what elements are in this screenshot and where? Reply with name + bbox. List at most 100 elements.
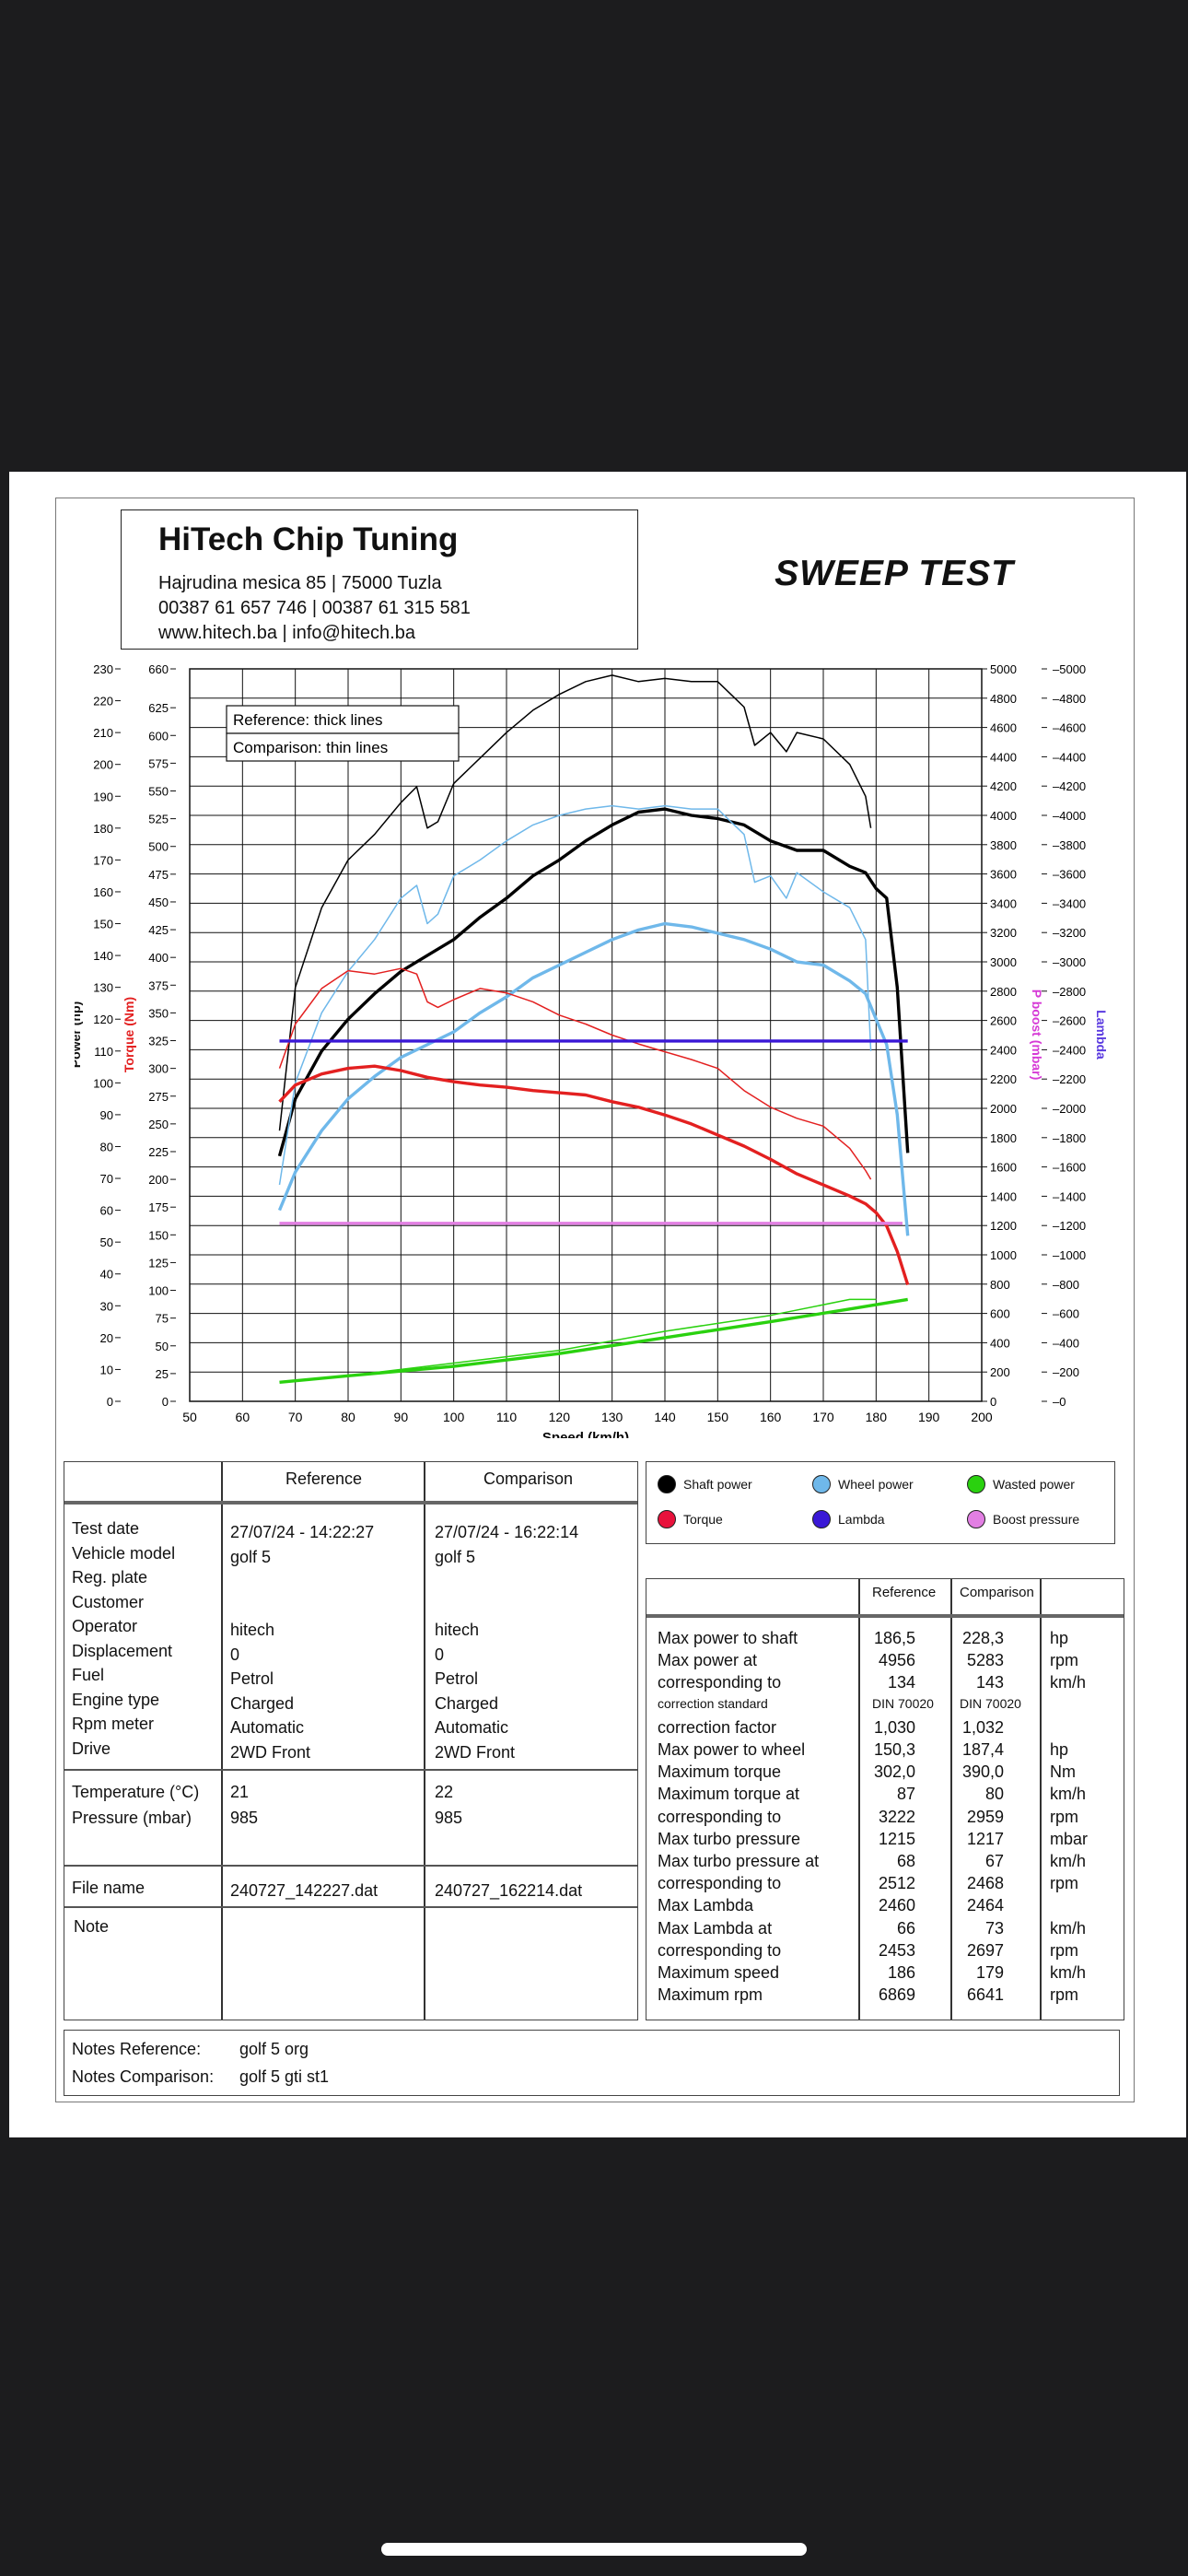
boost-axis-tick-value: 1800 <box>990 1131 1017 1145</box>
lambda-axis-tick-value: 200 <box>1059 1365 1079 1379</box>
lambda-axis-tick-value: 2200 <box>1059 1072 1086 1086</box>
boost-axis-tick-label: 600 <box>990 1307 1010 1321</box>
lambda-axis-tick-value: 2800 <box>1059 985 1086 999</box>
results-header-rule <box>646 1614 1124 1618</box>
power-axis-tick-label: 70 <box>100 1172 113 1186</box>
lambda-axis-tick-label: –400 <box>1053 1336 1079 1350</box>
result-row-unit: Nm <box>1050 1762 1076 1782</box>
power-axis-tick-label: 190 <box>93 790 113 803</box>
result-row-cmp: 6641 <box>966 1985 1004 2005</box>
result-row-label: corresponding to <box>658 1807 782 1826</box>
result-row-ref: 2512 <box>878 1874 915 1893</box>
lambda-axis-tick-value: 4600 <box>1059 721 1086 735</box>
result-row-unit: rpm <box>1050 1874 1078 1893</box>
torque-axis-tick-label: 150 <box>148 1228 169 1242</box>
boost-axis-tick-label: 1800 <box>990 1131 1017 1145</box>
info-row-ref: 0 <box>230 1645 240 1664</box>
lambda-axis-tick-value: 2400 <box>1059 1043 1086 1057</box>
info-row-label: Engine type <box>72 1690 160 1709</box>
x-tick-label: 110 <box>496 1410 518 1424</box>
legend-label: Wheel power <box>838 1477 914 1492</box>
home-indicator[interactable] <box>381 2543 807 2556</box>
power-axis-tick-label: 100 <box>93 1076 113 1090</box>
torque-axis-tick-label: 100 <box>148 1284 169 1298</box>
boost-axis-tick-label: 4400 <box>990 750 1017 764</box>
boost-axis-tick-value: 4800 <box>990 692 1017 706</box>
info-row-label: Operator <box>72 1617 138 1635</box>
legend-item: Torque <box>658 1510 723 1528</box>
result-row-ref: 302,0 <box>873 1762 915 1782</box>
boost-axis-tick-value: 2000 <box>990 1102 1017 1116</box>
result-row-label: Max Lambda at <box>658 1918 773 1938</box>
result-row-unit: rpm <box>1050 1807 1078 1826</box>
x-tick-label: 140 <box>654 1410 676 1424</box>
power-axis-tick-label: 180 <box>93 822 113 836</box>
lambda-axis-tick-label: –2000 <box>1053 1102 1086 1116</box>
legend-label: Boost pressure <box>993 1512 1080 1527</box>
torque-axis-tick-label: 550 <box>148 785 169 799</box>
info-row-label: Customer <box>72 1592 145 1611</box>
power-axis-tick-label: 40 <box>100 1268 113 1282</box>
x-tick-label: 50 <box>182 1410 197 1424</box>
info-row-ref: Petrol <box>230 1669 274 1688</box>
torque-axis-tick-label: 325 <box>148 1035 169 1048</box>
legend-swatch <box>967 1510 985 1528</box>
info-row-label: Rpm meter <box>72 1715 155 1733</box>
result-row-unit: rpm <box>1050 1651 1078 1670</box>
result-row-cmp: 73 <box>984 1918 1004 1938</box>
lambda-axis-tick-label: –3600 <box>1053 868 1086 882</box>
lambda-axis-tick-value: 1000 <box>1059 1248 1086 1262</box>
legend-swatch <box>812 1475 831 1493</box>
boost-axis-tick-value: 3400 <box>990 896 1017 910</box>
lambda-axis-tick-value: 400 <box>1059 1336 1079 1350</box>
result-row-label: Max power at <box>658 1651 758 1670</box>
report-frame: HiTech Chip Tuning Hajrudina mesica 85 |… <box>55 498 1135 2102</box>
boost-axis-tick-label: 3200 <box>990 926 1017 940</box>
result-row-cmp: DIN 70020 <box>960 1695 1021 1711</box>
x-tick-label: 60 <box>236 1410 250 1424</box>
lambda-axis-tick-label: –4000 <box>1053 809 1086 823</box>
info-col-reference: Reference <box>285 1469 363 1488</box>
torque-axis-tick-label: 175 <box>148 1200 169 1214</box>
power-axis-tick-label: 80 <box>100 1140 113 1153</box>
lambda-axis-tick-value: 3800 <box>1059 838 1086 852</box>
company-box: HiTech Chip Tuning Hajrudina mesica 85 |… <box>121 509 638 650</box>
boost-axis-tick-label: 2600 <box>990 1014 1017 1028</box>
env-row-ref: 985 <box>230 1809 259 1827</box>
lambda-axis-tick-label: –2400 <box>1053 1043 1086 1057</box>
torque-axis-tick-label: 500 <box>148 840 169 854</box>
result-row-cmp: 187,4 <box>961 1740 1004 1759</box>
boost-axis-tick-label: 1200 <box>990 1219 1017 1233</box>
torque-axis-tick-label: 125 <box>148 1256 169 1270</box>
plot-border <box>189 668 983 1402</box>
boost-axis-tick-label: 0 <box>990 1395 996 1409</box>
result-row-cmp: 5283 <box>966 1651 1004 1670</box>
legend: Shaft power Wheel power Wasted power Torque… <box>646 1461 1115 1544</box>
info-row-cmp: golf 5 <box>435 1547 476 1566</box>
series-wasted-power-comparison <box>279 1298 877 1384</box>
result-row-label: corresponding to <box>658 1673 782 1692</box>
result-row-unit: hp <box>1050 1740 1069 1759</box>
torque-axis-tick-label: 75 <box>156 1312 169 1326</box>
lambda-axis-tick-label: –4200 <box>1053 779 1086 793</box>
notes-cmp-value: golf 5 gti st1 <box>239 2067 330 2086</box>
boost-axis-tick-value: 800 <box>990 1278 1010 1292</box>
lambda-axis-tick-label: –2800 <box>1053 985 1086 999</box>
x-tick-label: 150 <box>707 1410 729 1424</box>
boost-axis-tick-value: 200 <box>990 1365 1010 1379</box>
info-row-cmp: 2WD Front <box>435 1742 516 1762</box>
lambda-axis-tick-label: –3400 <box>1053 896 1086 910</box>
boost-axis-tick-value: 5000 <box>990 662 1017 676</box>
lambda-axis-tick-value: 2000 <box>1059 1102 1086 1116</box>
lambda-axis-tick-label: –3200 <box>1053 926 1086 940</box>
env-row-label: Temperature (°C) <box>72 1783 200 1801</box>
legend-item: Wheel power <box>812 1475 914 1493</box>
torque-axis-title: Torque (Nm) <box>122 997 136 1072</box>
torque-axis-tick-label: 300 <box>148 1062 169 1076</box>
boost-axis-tick-label: 1400 <box>990 1189 1017 1203</box>
boost-axis-tick-label: 2400 <box>990 1043 1017 1057</box>
info-row-label: Vehicle model <box>72 1543 176 1563</box>
info-rule <box>64 1865 637 1867</box>
power-axis-tick-label: 200 <box>93 758 113 772</box>
boost-axis-tick-label: 2800 <box>990 985 1017 999</box>
